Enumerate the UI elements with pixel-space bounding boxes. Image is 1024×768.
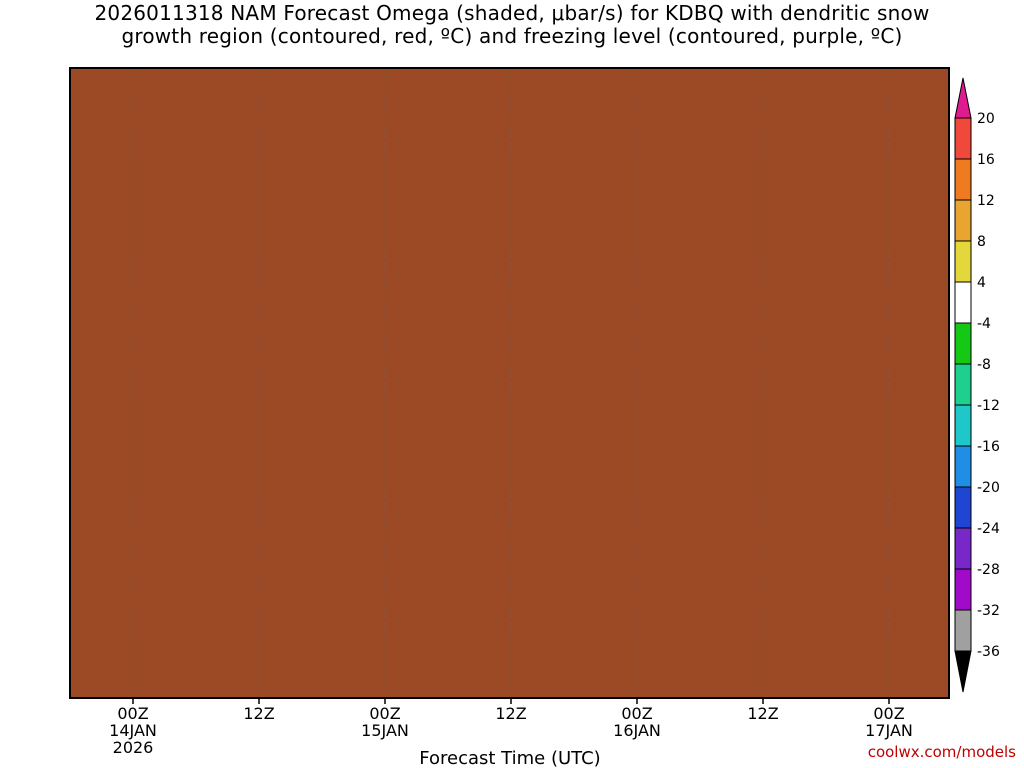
x-tick-label-72-0: 00Z — [873, 704, 904, 723]
colorbar-label-7: -12 — [977, 398, 1000, 414]
colorbar-label-9: -20 — [977, 480, 1000, 496]
x-tick-label-24-0: 00Z — [369, 704, 400, 723]
colorbar-box-13 — [954, 609, 972, 652]
colorbar-box-7 — [954, 363, 972, 406]
x-tick-label-36-0: 12Z — [495, 704, 526, 723]
colorbar-label-4: 4 — [977, 275, 986, 291]
colorbar: 20 16 12 8 4 -4 -8 -12 -16 -20 -24 -28 -32 -36 — [954, 77, 1000, 693]
chart-title: 2026011318 NAM Forecast Omega (shaded, μ… — [0, 2, 1024, 48]
plot-border — [69, 67, 950, 699]
colorbar-top-triangle — [954, 77, 972, 119]
colorbar-bottom-triangle — [954, 650, 972, 693]
colorbar-label-12: -32 — [977, 603, 1000, 619]
colorbar-label-2: 12 — [977, 193, 995, 209]
chart-title-line2: growth region (contoured, red, ºC) and f… — [121, 24, 903, 48]
x-tick-label-48-1: 16JAN — [613, 721, 661, 740]
colorbar-label-5: -4 — [977, 316, 991, 332]
colorbar-box-4 — [954, 240, 972, 283]
grid — [132, 68, 890, 698]
x-tick-label-0-2: 2026 — [113, 738, 154, 757]
colorbar-box-11 — [954, 527, 972, 570]
x-tick-label-48-0: 00Z — [621, 704, 652, 723]
colorbar-label-8: -16 — [977, 439, 1000, 455]
colorbar-label-11: -28 — [977, 562, 1000, 578]
colorbar-box-5 — [954, 281, 972, 324]
colorbar-label-1: 16 — [977, 152, 995, 168]
colorbar-label-0: 20 — [977, 111, 995, 127]
colorbar-box-9 — [954, 445, 972, 488]
colorbar-label-13: -36 — [977, 644, 1000, 660]
x-tick-label-72-1: 17JAN — [865, 721, 913, 740]
terrain — [70, 68, 949, 698]
colorbar-box-12 — [954, 568, 972, 611]
terrain-band — [70, 68, 949, 698]
x-tick-label-60-0: 12Z — [747, 704, 778, 723]
colorbar-label-3: 8 — [977, 234, 986, 250]
colorbar-label-10: -24 — [977, 521, 1000, 537]
x-tick-label-24-1: 15JAN — [361, 721, 409, 740]
chart-title-line1: 2026011318 NAM Forecast Omega (shaded, μ… — [94, 1, 930, 25]
x-tick-label-0-1: 14JAN — [109, 721, 157, 740]
x-axis-title: Forecast Time (UTC) — [419, 748, 600, 768]
colorbar-box-3 — [954, 199, 972, 242]
colorbar-box-8 — [954, 404, 972, 447]
x-tick-label-12-0: 12Z — [243, 704, 274, 723]
colorbar-box-6 — [954, 322, 972, 365]
colorbar-box-10 — [954, 486, 972, 529]
colorbar-label-6: -8 — [977, 357, 991, 373]
colorbar-box-1 — [954, 117, 972, 160]
x-tick-label-0-0: 00Z — [117, 704, 148, 723]
colorbar-box-2 — [954, 158, 972, 201]
plot-frame — [69, 67, 950, 699]
credit-text: coolwx.com/models — [868, 743, 1016, 761]
